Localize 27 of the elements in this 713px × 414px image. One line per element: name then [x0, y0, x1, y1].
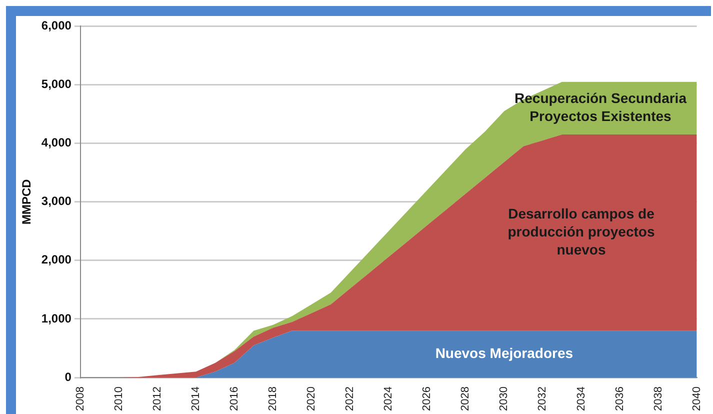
x-tick-label: 2032 [536, 386, 549, 412]
x-tick-label: 2010 [112, 386, 125, 412]
y-tick-label: 5,000 [41, 77, 72, 92]
y-tick-label: 6,000 [41, 18, 72, 33]
x-tick-label: 2030 [498, 386, 510, 412]
x-tick-label: 2016 [228, 386, 241, 412]
x-tick-label: 2034 [575, 386, 588, 412]
x-tick-label: 2038 [652, 386, 664, 412]
x-tick-label: 2028 [460, 386, 472, 412]
y-tick-label: 3,000 [41, 194, 72, 208]
x-tick-label: 2018 [267, 386, 280, 412]
x-tick-label: 2022 [344, 386, 356, 412]
series-label: Nuevos Mejoradores [435, 344, 574, 361]
x-tick-label: 2026 [421, 386, 434, 412]
x-tick-label: 2014 [190, 386, 202, 412]
y-tick-label: 1,000 [41, 311, 72, 326]
x-tick-label: 2040 [690, 386, 703, 412]
series-label: Desarrollo campos de producción proyectos nuevos [508, 205, 655, 258]
y-tick-label: 2,000 [41, 252, 72, 267]
y-tick-label: 4,000 [41, 136, 72, 150]
x-tick-label: 2020 [306, 386, 318, 412]
y-axis-title: MMPCD [20, 178, 34, 225]
x-tick-label: 2036 [614, 386, 626, 412]
x-tick-label: 2024 [382, 386, 395, 412]
y-tick-label: 0 [64, 370, 72, 384]
x-tick-label: 2008 [74, 386, 86, 412]
x-tick-label: 2012 [152, 386, 164, 412]
